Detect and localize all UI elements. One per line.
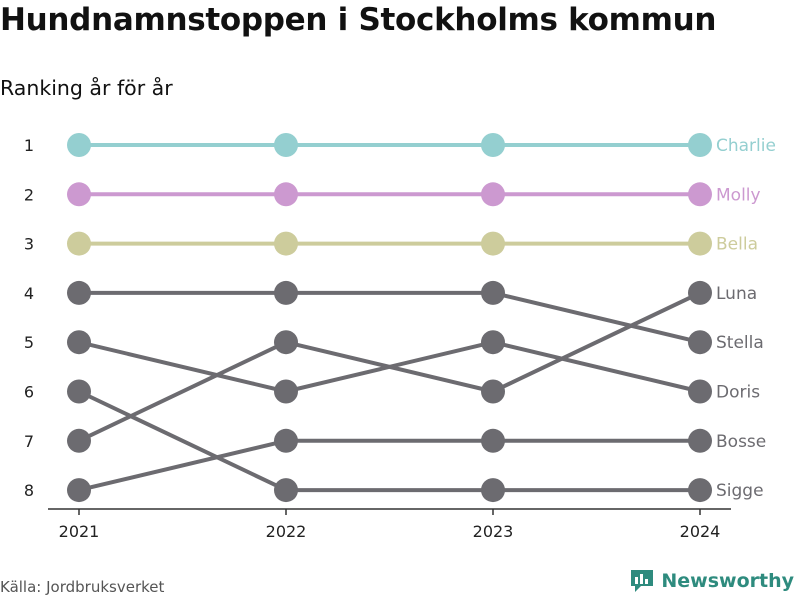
- series-stella: Stella: [67, 280, 764, 355]
- x-tick-label: 2024: [680, 522, 721, 541]
- data-point-bella: [274, 231, 298, 256]
- series-charlie: Charlie: [67, 133, 776, 157]
- series-label-stella: Stella: [716, 333, 764, 353]
- series-bosse: Bosse: [67, 428, 766, 503]
- data-point-doris: [274, 379, 298, 404]
- series-label-bella: Bella: [716, 235, 758, 255]
- data-point-molly: [688, 182, 712, 207]
- data-point-doris: [67, 330, 91, 355]
- series-line-stella: [79, 290, 701, 345]
- bump-chart: 1 2 3 4 5 6 7 8 2021 2022 2023 2024 Luna Stella Doris B…: [24, 133, 776, 541]
- data-point-bosse: [481, 428, 505, 453]
- data-point-stella: [688, 330, 712, 355]
- data-point-sigge: [688, 478, 712, 503]
- source-note: Källa: Jordbruksverket: [0, 578, 165, 596]
- data-point-charlie: [67, 133, 91, 157]
- data-point-luna: [274, 330, 298, 355]
- data-point-charlie: [481, 133, 505, 157]
- data-point-sigge: [481, 478, 505, 503]
- series-luna: Luna: [67, 280, 757, 453]
- data-point-sigge: [67, 379, 91, 404]
- y-tick-label: 7: [24, 432, 34, 451]
- series-label-molly: Molly: [716, 185, 761, 205]
- data-point-charlie: [274, 133, 298, 157]
- series-label-luna: Luna: [716, 284, 757, 304]
- series-molly: Molly: [67, 182, 761, 207]
- series-line-doris: [78, 340, 701, 394]
- series-label-doris: Doris: [716, 383, 760, 403]
- y-tick-label: 1: [24, 136, 34, 155]
- y-tick-label: 8: [24, 481, 34, 500]
- brand-name: Newsworthy: [661, 570, 794, 592]
- data-point-molly: [274, 182, 298, 207]
- data-point-bosse: [274, 428, 298, 453]
- data-point-molly: [481, 182, 505, 207]
- data-point-doris: [688, 379, 712, 404]
- data-point-molly: [67, 182, 91, 207]
- series-bella: Bella: [67, 231, 758, 256]
- y-tick-label: 3: [24, 235, 34, 254]
- data-point-stella: [481, 280, 505, 305]
- y-tick-label: 5: [24, 333, 34, 352]
- series-line-bosse: [78, 438, 700, 493]
- data-point-charlie: [688, 133, 712, 157]
- y-tick-label: 6: [24, 383, 34, 402]
- series-label-charlie: Charlie: [716, 136, 776, 156]
- series-doris: Doris: [67, 330, 760, 404]
- data-point-doris: [481, 330, 505, 355]
- brand-logo: Newsworthy: [629, 568, 794, 594]
- data-point-stella: [274, 280, 298, 305]
- data-point-stella: [67, 280, 91, 305]
- series-label-bosse: Bosse: [716, 432, 766, 452]
- data-point-bosse: [67, 478, 91, 503]
- data-point-bella: [481, 231, 505, 256]
- data-point-bella: [688, 231, 712, 256]
- x-tick-label: 2021: [59, 522, 100, 541]
- data-point-sigge: [274, 478, 298, 503]
- series-line-sigge: [78, 389, 700, 493]
- y-tick-label: 2: [24, 185, 34, 204]
- data-point-bella: [67, 231, 91, 256]
- chart-subtitle: Ranking år för år: [0, 76, 173, 100]
- x-tick-label: 2022: [266, 522, 307, 541]
- series-sigge: Sigge: [67, 379, 764, 503]
- x-tick-label: 2023: [473, 522, 514, 541]
- newsworthy-logo-icon: [631, 570, 654, 592]
- chart-title: Hundnamnstoppen i Stockholms kommun: [0, 2, 717, 38]
- data-point-luna: [688, 280, 712, 305]
- y-tick-label: 4: [24, 284, 34, 303]
- data-point-luna: [67, 428, 91, 453]
- data-point-luna: [481, 379, 505, 404]
- series-label-sigge: Sigge: [716, 481, 764, 501]
- data-point-bosse: [688, 428, 712, 453]
